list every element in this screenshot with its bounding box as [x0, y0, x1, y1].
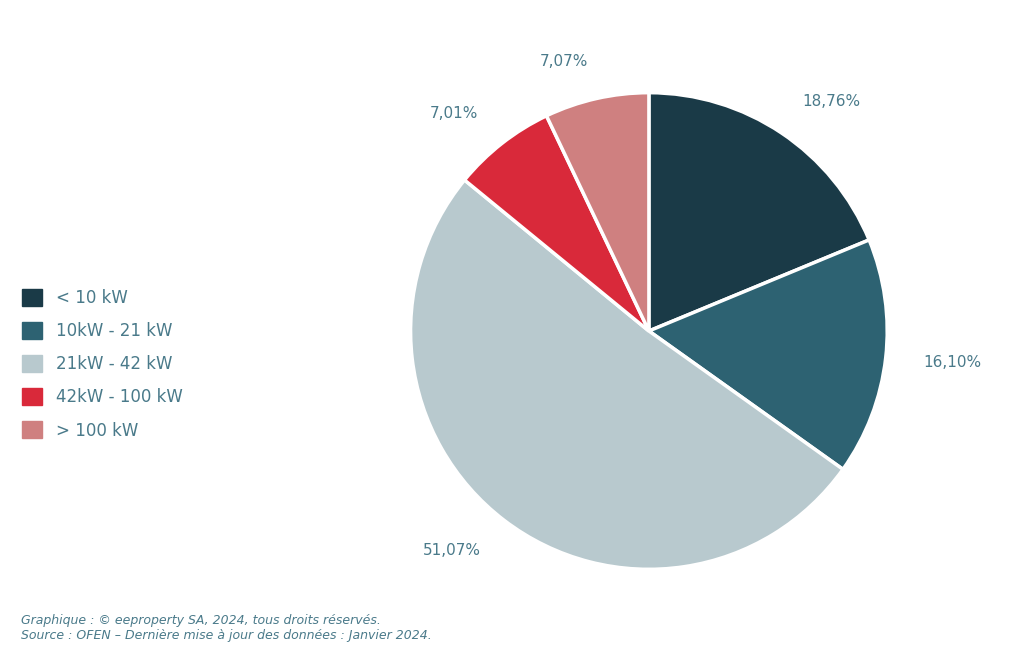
- Wedge shape: [411, 180, 843, 569]
- Text: 16,10%: 16,10%: [924, 355, 982, 370]
- Wedge shape: [547, 93, 649, 331]
- Legend: < 10 kW, 10kW - 21 kW, 21kW - 42 kW, 42kW - 100 kW, > 100 kW: < 10 kW, 10kW - 21 kW, 21kW - 42 kW, 42k…: [14, 280, 191, 448]
- Wedge shape: [649, 240, 887, 469]
- Text: Graphique : © eeproperty SA, 2024, tous droits réservés.
Source : OFEN – Dernièr: Graphique : © eeproperty SA, 2024, tous …: [21, 614, 432, 642]
- Text: 7,01%: 7,01%: [431, 106, 479, 121]
- Text: 51,07%: 51,07%: [423, 543, 481, 558]
- Wedge shape: [649, 93, 869, 331]
- Text: 7,07%: 7,07%: [540, 54, 588, 69]
- Wedge shape: [465, 116, 649, 331]
- Text: 18,76%: 18,76%: [802, 94, 861, 109]
